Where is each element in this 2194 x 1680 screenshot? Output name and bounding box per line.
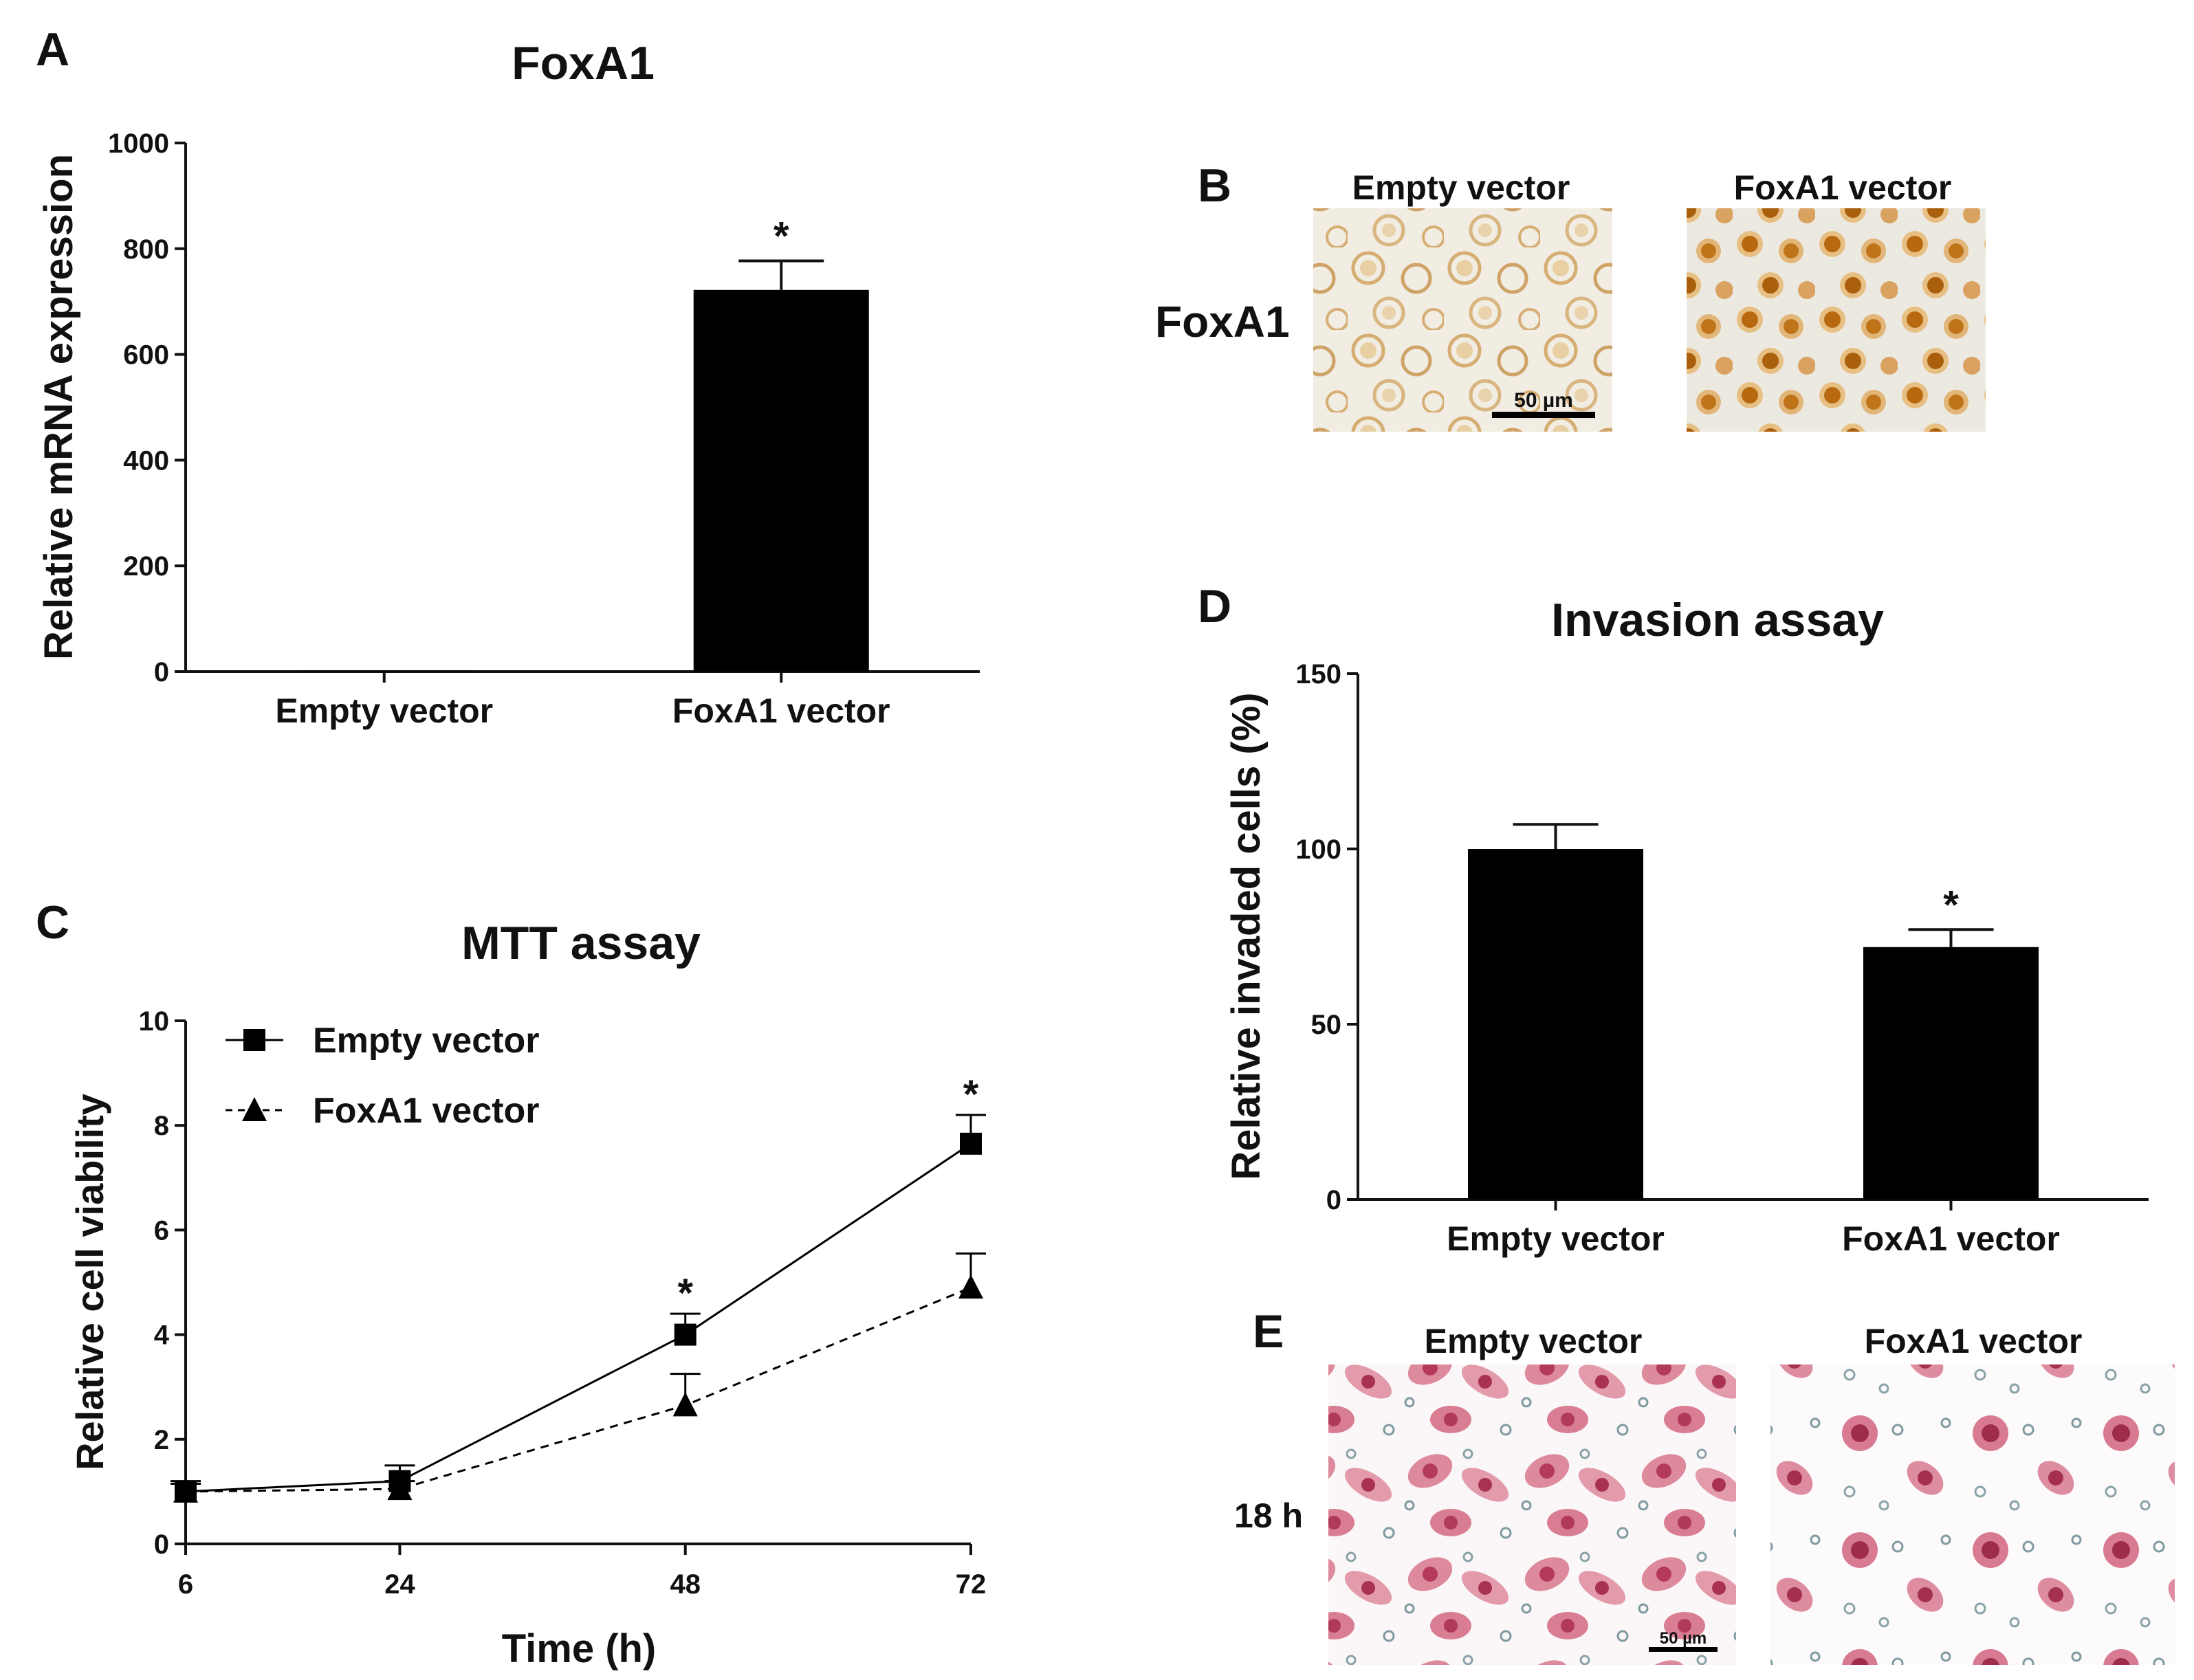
chart-a-foxa1-mrna: FoxA1 Relative mRNA expression 0 200 400 600 8… (36, 37, 980, 730)
x-tick-label: 6 (178, 1569, 193, 1600)
data-point-square (243, 1029, 265, 1051)
panel-e-transwell: Empty vector FoxA1 vector 18 h 50 µm (1234, 1322, 2175, 1665)
y-tick-label: 600 (123, 340, 169, 371)
scale-bar-b (1492, 412, 1595, 418)
data-point-triangle (242, 1097, 267, 1121)
scale-bar-e (1649, 1647, 1718, 1652)
y-tick-label: 0 (154, 657, 169, 687)
x-tick-label: FoxA1 vector (1842, 1219, 2060, 1258)
significance-asterisk: * (1943, 883, 1959, 927)
y-tick-label: 400 (123, 445, 169, 476)
y-tick-label: 10 (139, 1006, 170, 1037)
chart-c-mtt-assay: MTT assay Relative cell viability Time (h)… (68, 917, 986, 1671)
y-axis-label: Relative cell viability (68, 1094, 111, 1470)
y-tick-label: 150 (1295, 659, 1341, 689)
legend-label: FoxA1 vector (313, 1091, 539, 1131)
chart-d-invasion-assay: Invasion assay Relative invaded cells (%)… (1224, 594, 2149, 1258)
significance-asterisk: * (677, 1271, 693, 1316)
panel-b-row-label: FoxA1 (1155, 297, 1290, 346)
x-tick-label: 72 (956, 1569, 987, 1600)
x-axis-label: Time (h) (502, 1626, 657, 1671)
x-tick-label: Empty vector (275, 692, 493, 730)
panel-b-col2-label: FoxA1 vector (1734, 168, 1952, 207)
bar (296, 671, 472, 672)
micrograph-e-empty-vector (1328, 1364, 1736, 1665)
panel-letter-b: B (1198, 159, 1231, 212)
y-axis-label: Relative invaded cells (%) (1224, 692, 1269, 1180)
y-tick-label: 800 (123, 234, 169, 265)
panel-e-row-label: 18 h (1234, 1496, 1303, 1535)
series-line (185, 1142, 972, 1493)
chart-title: FoxA1 (512, 37, 655, 89)
y-tick-label: 0 (154, 1529, 169, 1560)
bar (1468, 849, 1643, 1200)
y-tick-label: 4 (154, 1320, 170, 1351)
y-tick-label: 8 (154, 1111, 169, 1141)
data-point-square (674, 1323, 696, 1346)
bar (1863, 947, 2039, 1200)
micrograph-b-empty-vector (1313, 208, 1612, 432)
micrograph-b-foxa1-vector (1687, 208, 1986, 432)
legend: Empty vector FoxA1 vector (226, 1021, 539, 1131)
y-tick-label: 1000 (108, 129, 169, 159)
data-point-triangle (672, 1392, 698, 1417)
panel-letter-c: C (36, 896, 69, 949)
y-tick-label: 200 (123, 551, 169, 582)
bar (693, 289, 869, 672)
legend-label: Empty vector (313, 1021, 539, 1061)
x-tick-label: FoxA1 vector (672, 692, 890, 730)
y-tick-label: 2 (154, 1425, 169, 1455)
series-foxa1-vector (171, 1252, 986, 1503)
panel-b-col1-label: Empty vector (1352, 168, 1570, 207)
significance-asterisk: * (774, 214, 789, 258)
panel-letter-e: E (1253, 1305, 1284, 1358)
series-line (185, 1286, 972, 1493)
panel-letter-d: D (1198, 580, 1231, 632)
micrograph-e-foxa1-vector (1770, 1364, 2175, 1665)
data-point-triangle (173, 1478, 198, 1503)
panel-letter-a: A (36, 23, 69, 76)
data-point-square (960, 1132, 982, 1155)
scale-bar-label-b: 50 µm (1514, 389, 1573, 412)
y-axis-label: Relative mRNA expression (36, 154, 81, 660)
x-tick-label: 48 (670, 1569, 701, 1600)
y-tick-label: 6 (154, 1215, 169, 1246)
data-point-triangle (958, 1274, 983, 1299)
x-tick-label: 24 (384, 1569, 415, 1600)
panel-e-col2-label: FoxA1 vector (1865, 1322, 2083, 1360)
y-tick-label: 0 (1326, 1185, 1341, 1215)
data-point-triangle (387, 1476, 413, 1501)
panel-b-ihc: Empty vector FoxA1 vector FoxA1 50 µm (1155, 168, 1986, 432)
y-tick-label: 100 (1295, 835, 1341, 865)
chart-title: Invasion assay (1551, 594, 1884, 646)
significance-asterisk: * (963, 1072, 979, 1117)
chart-title: MTT assay (461, 917, 701, 969)
panel-e-col1-label: Empty vector (1425, 1322, 1643, 1360)
series-empty-vector (171, 1114, 986, 1503)
x-tick-label: Empty vector (1447, 1219, 1665, 1258)
y-tick-label: 50 (1311, 1010, 1342, 1040)
scale-bar-label-e: 50 µm (1660, 1629, 1707, 1648)
